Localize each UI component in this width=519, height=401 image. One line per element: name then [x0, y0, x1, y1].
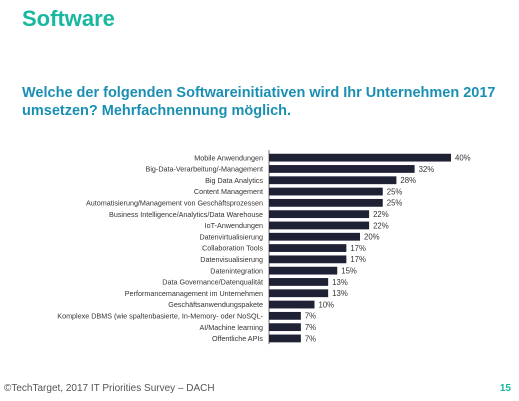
- bar: [269, 311, 301, 320]
- bar: [269, 187, 383, 196]
- bar: [269, 198, 383, 207]
- value-label: 13%: [332, 278, 348, 287]
- bar: [269, 165, 415, 173]
- category-label: Mobile Anwendungen: [194, 153, 263, 162]
- category-label: Datenintegration: [210, 266, 263, 275]
- bar: [269, 153, 451, 162]
- category-label: Datenvirtualisierung: [199, 232, 263, 241]
- category-label: AI/Machine learning: [199, 323, 263, 332]
- value-label: 32%: [419, 165, 435, 174]
- value-label: 17%: [350, 244, 366, 253]
- value-label: 7%: [305, 312, 316, 321]
- category-label: Performancemanagement im Unternehmen: [125, 289, 263, 298]
- bar: [269, 266, 338, 275]
- survey-question: Welche der folgenden Softwareinitiativen…: [22, 85, 496, 119]
- value-label: 13%: [332, 289, 348, 298]
- value-label: 25%: [387, 199, 403, 208]
- category-label: Geschäftsanwendungspakete: [168, 300, 263, 309]
- category-label: Big-Data-Verarbeitung/-Management: [146, 165, 263, 174]
- bar: [269, 210, 370, 219]
- slide-title: Software: [22, 6, 115, 31]
- value-label: 7%: [305, 334, 316, 343]
- bar: [269, 255, 347, 264]
- value-label: 22%: [373, 221, 389, 230]
- value-label: 17%: [350, 255, 366, 264]
- value-label: 10%: [319, 300, 335, 309]
- source-footer: ©TechTarget, 2017 IT Priorities Survey –…: [4, 383, 215, 394]
- value-label: 7%: [305, 323, 316, 332]
- bar: [269, 278, 329, 286]
- category-label: Offentliche APIs: [212, 334, 263, 343]
- category-label: Datenvisualisierung: [200, 255, 263, 264]
- bar: [269, 334, 301, 343]
- page-number: 15: [499, 383, 511, 394]
- value-label: 20%: [364, 233, 380, 242]
- value-label: 22%: [373, 210, 389, 219]
- category-label: Automatisierung/Management von Geschäfts…: [86, 198, 263, 207]
- category-label: Data Governance/Datenqualität: [162, 278, 263, 287]
- bar: [269, 244, 347, 252]
- category-label: IoT-Anwendungen: [205, 221, 263, 230]
- bar-chart: Mobile Anwendungen 40% Big-Data-Verarbeitu…: [57, 150, 471, 345]
- category-label: Komplexe DBMS (wie spaltenbasierte, In-M…: [57, 311, 263, 320]
- value-label: 28%: [400, 176, 416, 185]
- value-label: 40%: [455, 153, 471, 162]
- category-label: Business Intelligence/Analytics/Data War…: [109, 210, 263, 219]
- bar: [269, 232, 360, 241]
- category-label: Big Data Analytics: [205, 176, 263, 185]
- bar: [269, 289, 329, 298]
- category-label: Content Management: [194, 187, 263, 196]
- bar: [269, 323, 301, 332]
- bar: [269, 176, 397, 185]
- value-label: 25%: [387, 187, 403, 196]
- value-label: 15%: [341, 266, 357, 275]
- bar: [269, 221, 370, 230]
- category-label: Collaboration Tools: [202, 244, 263, 253]
- bar: [269, 300, 315, 309]
